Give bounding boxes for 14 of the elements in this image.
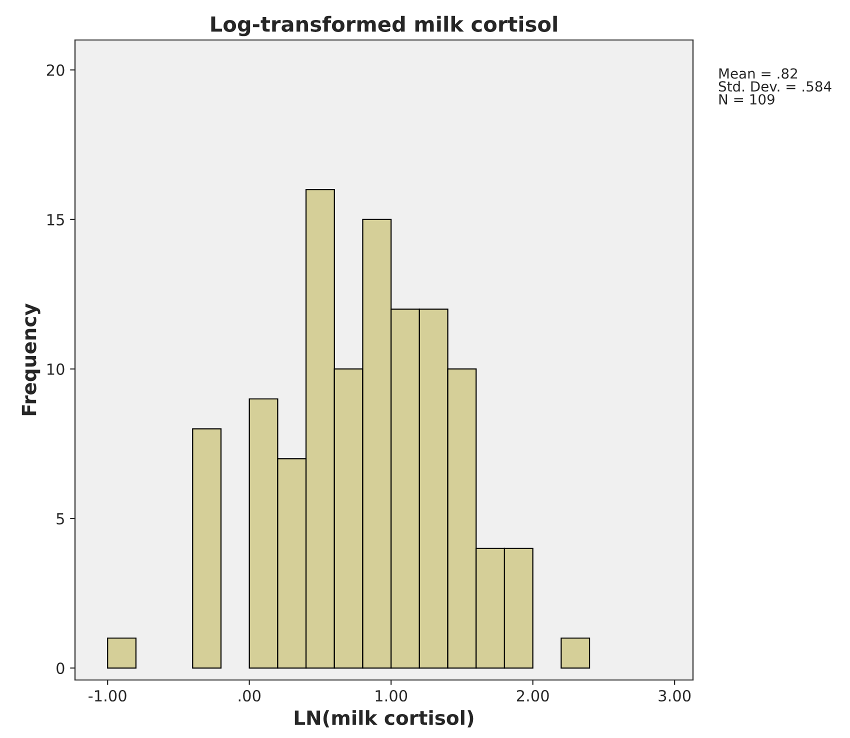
x-tick-label: 1.00	[376, 690, 408, 702]
x-axis-title: LN(milk cortisol)	[294, 710, 474, 728]
x-tick-label: 2.00	[516, 690, 549, 702]
y-axis-title: Frequency	[22, 303, 40, 416]
chart-title: Log-transformed milk cortisol	[211, 16, 557, 36]
y-tick-label: 15	[48, 214, 64, 226]
y-tick-label: 5	[56, 513, 64, 525]
x-tick-label: 3.00	[658, 690, 691, 702]
text: Mean = .82 Std. Dev. = .584 N = 109	[718, 68, 832, 105]
x-tick-label: .00	[238, 690, 260, 702]
x-tick-label: -1.00	[88, 690, 126, 702]
y-tick-label: 20	[46, 64, 64, 76]
y-tick-label: 0	[56, 662, 64, 674]
y-tick-label: 10	[48, 363, 64, 375]
